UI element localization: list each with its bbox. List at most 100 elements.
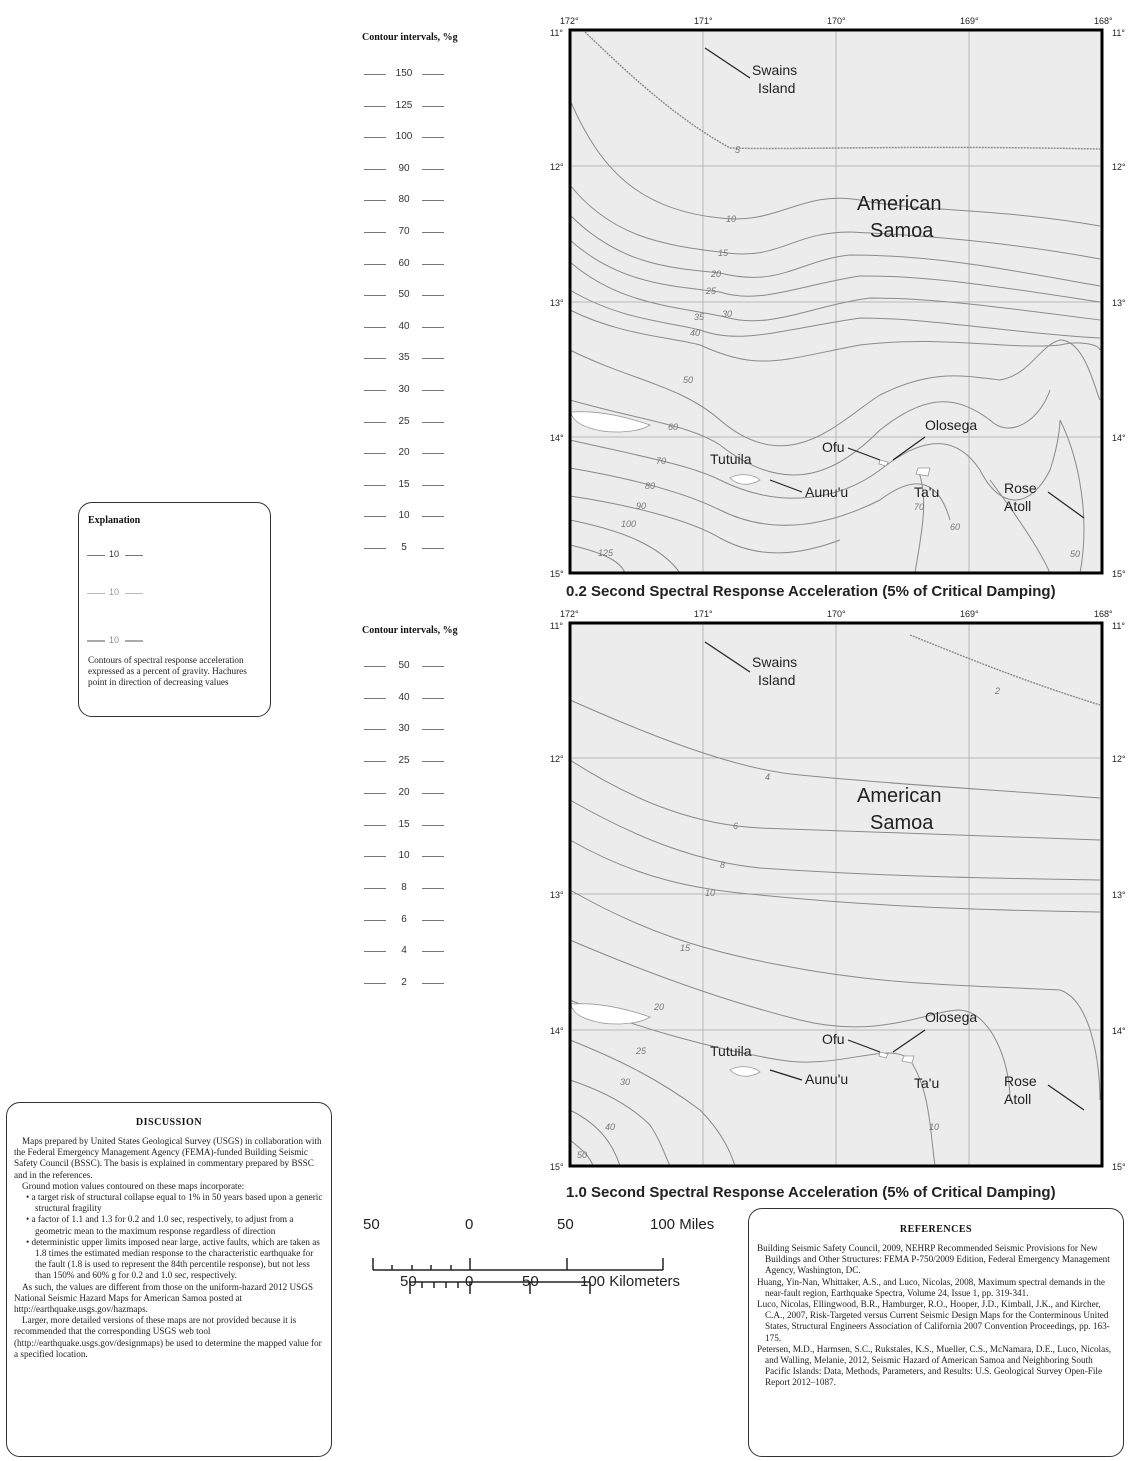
contour-interval-top-item: 125 [364,99,444,113]
lat-label: 11° [1112,621,1125,631]
lat-label: 13° [1112,298,1126,308]
discussion-bullet-3: • deterministic upper limits imposed nea… [26,1236,320,1281]
contour-interval-top-value: 15 [398,478,410,490]
explanation-sample-2: 10 [87,587,147,599]
contour-interval-bottom-item: 15 [364,818,444,832]
contour-interval-top-item: 5 [364,541,444,555]
map-bottom [568,621,1104,1168]
place-label-swains: Swains [752,654,797,670]
place-label-tutuila: Tutuila [710,1043,752,1059]
place-label-aunuu: Aunu'u [805,1071,848,1087]
contour-label: 25 [635,1046,647,1056]
lat-label: 11° [550,28,563,38]
place-label-rose-atoll: Atoll [1004,1091,1031,1107]
discussion-bullet-2: • a factor of 1.1 and 1.3 for 0.2 and 1.… [26,1214,294,1236]
contour-label: 30 [722,309,732,319]
contour-label: 50 [577,1150,587,1160]
contour-interval-bottom-value: 40 [398,691,410,703]
contour-label: 15 [680,943,691,953]
map-bottom-frame [568,621,1104,1168]
lat-label: 11° [1112,28,1125,38]
contour-interval-top-value: 80 [398,194,410,206]
lat-label: 13° [550,298,564,308]
contour-interval-top-value: 30 [398,384,410,395]
contour-interval-top-value: 10 [398,510,410,522]
discussion-bullet-1: • a target risk of structural collapse e… [26,1192,323,1214]
contour-interval-bottom-value: 25 [398,755,410,767]
tutuila-island-shape [729,474,761,485]
contour-interval-top-value: 70 [398,226,410,237]
contour-interval-top-value: 125 [395,99,413,111]
lon-label: 170° [827,16,846,26]
contour-label: 100 [621,519,636,529]
scale-km-label-0: 0 [465,1273,474,1290]
map-bottom-contours [569,634,1101,1167]
contour-interval-bottom-value: 10 [398,850,410,862]
lon-label: 172° [560,16,579,26]
contour-interval-top-item: 150 [364,67,444,81]
scale-km-label-100: 100 Kilometers [580,1273,681,1290]
contour-label: 50 [1070,549,1080,559]
contour-label: 30 [620,1077,630,1087]
scale-miles-label-100: 100 Miles [650,1216,715,1233]
discussion-paragraph-4: Larger, more detailed versions of these … [14,1315,322,1359]
lat-label: 13° [550,890,564,900]
contour-interval-bottom-item: 6 [364,913,444,927]
place-label-swains: Swains [752,62,797,78]
lat-label: 12° [1112,754,1126,764]
place-label-tau: Ta'u [914,1075,939,1091]
place-label-rose: Rose [1004,1073,1037,1089]
lon-label: 171° [694,16,713,26]
contour-interval-bottom-item: 4 [364,944,444,958]
contour-interval-bottom-item: 2 [364,976,444,990]
lon-label: 169° [960,16,979,26]
contour-label: 70 [914,502,924,512]
contour-label: 10 [705,888,715,898]
contour-interval-bottom-value: 20 [398,786,410,798]
contour-interval-bottom-value: 6 [401,913,407,925]
contour-interval-top-item: 25 [364,415,444,429]
lon-label: 168° [1094,609,1113,619]
region-label-samoa: Samoa [870,812,934,834]
place-label-rose-atoll: Atoll [1004,498,1031,514]
contour-label: 20 [653,1002,664,1012]
contour-interval-top-value: 90 [398,162,410,174]
contour-interval-bottom-item: 50 [364,659,444,673]
lat-label: 14° [550,433,564,443]
scale-miles-label-0: 0 [465,1216,474,1233]
reference-item: Petersen, M.D., Harmsen, S.C., Rukstales… [757,1343,1112,1388]
discussion-box: DISCUSSION Maps prepared by United State… [6,1102,332,1457]
contour-interval-top-value: 150 [395,68,413,79]
contour-interval-top-value: 50 [398,289,410,301]
contour-label: 10 [929,1122,939,1132]
contour-interval-bottom-value: 50 [398,660,410,671]
contour-label: 40 [690,328,700,338]
contour-interval-bottom-item: 20 [364,786,444,800]
contour-label: 20 [710,269,721,279]
contour-interval-bottom-value: 4 [401,945,407,957]
region-label-american: American [857,785,941,807]
place-label-tutuila: Tutuila [710,451,752,467]
lat-label: 12° [1112,162,1126,172]
contour-label: 25 [705,286,717,296]
map-top-contours [569,31,1101,574]
reference-item: Luco, Nicolas, Ellingwood, B.R., Hamburg… [757,1299,1110,1343]
contour-interval-bottom-item: 30 [364,722,444,736]
contour-interval-top-item: 15 [364,478,444,492]
place-label-swains-island: Island [758,80,795,96]
contour-label: 70 [656,456,666,466]
lat-label: 14° [1112,433,1126,443]
map-top-title: 0.2 Second Spectral Response Acceleratio… [566,583,1056,600]
contour-interval-top-value: 20 [398,447,410,459]
reference-item: Huang, Yin-Nan, Whittaker, A.S., and Luc… [757,1276,1105,1298]
lat-label: 14° [550,1026,564,1036]
contour-interval-top-value: 100 [395,131,413,143]
contour-interval-top-item: 40 [364,320,444,334]
contour-interval-top-item: 60 [364,257,444,271]
lon-label: 170° [827,609,846,619]
contour-interval-bottom-item: 10 [364,849,444,863]
contour-interval-top-value: 25 [398,415,410,427]
explanation-sample-3: 10 [87,635,147,647]
lat-label: 14° [1112,1026,1126,1036]
contour-interval-top-item: 90 [364,162,444,176]
